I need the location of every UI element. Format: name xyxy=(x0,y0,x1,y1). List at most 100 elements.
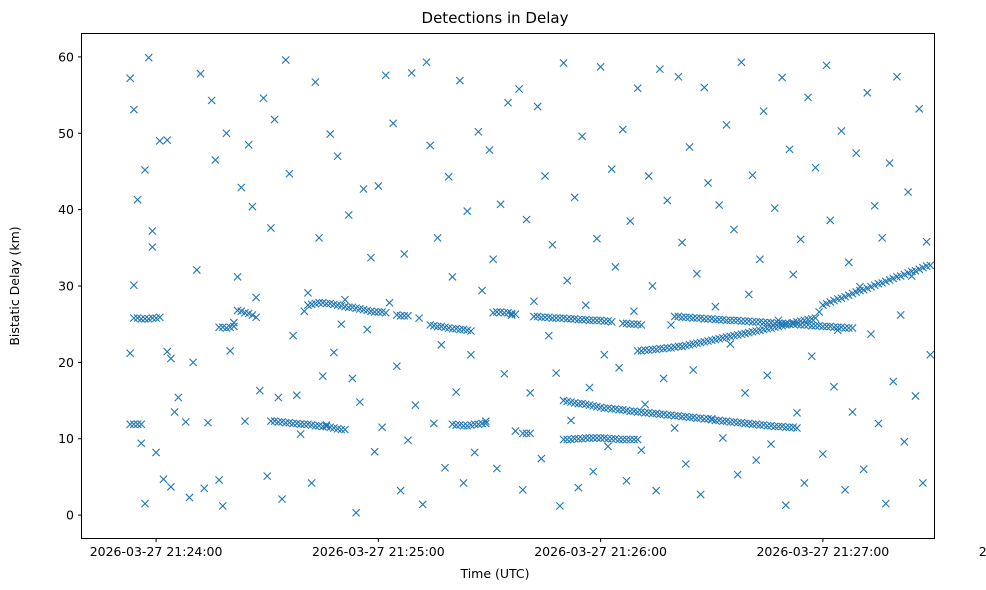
data-point-x-marker xyxy=(911,391,920,400)
data-point-x-marker xyxy=(678,313,687,322)
data-point-x-marker xyxy=(185,493,194,502)
data-point-x-marker xyxy=(374,181,383,190)
data-point-x-marker xyxy=(811,314,820,323)
data-point-x-marker xyxy=(589,433,598,442)
data-point-x-marker xyxy=(233,272,242,281)
data-point-x-marker xyxy=(841,324,850,332)
data-point-x-marker xyxy=(374,307,383,316)
data-point-x-marker xyxy=(315,233,324,242)
data-point-x-marker xyxy=(674,342,683,351)
data-point-x-marker xyxy=(685,143,694,152)
data-point-x-marker xyxy=(229,318,238,327)
data-point-x-marker xyxy=(555,314,564,323)
data-point-x-marker xyxy=(466,327,475,336)
data-point-x-marker xyxy=(678,412,687,421)
data-point-x-marker xyxy=(607,434,616,443)
data-point-x-marker xyxy=(692,414,701,423)
data-point-x-marker xyxy=(311,78,320,87)
data-point-x-marker xyxy=(478,286,487,295)
data-point-x-marker xyxy=(789,270,798,279)
data-point-x-marker xyxy=(626,407,635,416)
data-point-x-marker xyxy=(585,316,594,325)
data-point-x-marker xyxy=(200,484,209,493)
data-point-x-marker xyxy=(655,410,664,419)
data-point-x-marker xyxy=(748,171,757,180)
data-point-x-marker xyxy=(629,435,638,444)
data-point-x-marker xyxy=(711,302,720,311)
data-point-x-marker xyxy=(500,308,509,317)
data-point-x-marker xyxy=(266,223,275,232)
data-point-x-marker xyxy=(140,499,149,508)
y-tick-label: 50 xyxy=(58,126,74,141)
data-point-x-marker xyxy=(648,282,657,290)
data-point-x-marker xyxy=(274,417,283,426)
data-point-x-marker xyxy=(396,311,405,320)
data-point-x-marker xyxy=(592,234,601,243)
data-point-x-marker xyxy=(685,413,694,422)
data-point-x-marker xyxy=(926,350,935,359)
data-point-x-marker xyxy=(663,343,672,352)
data-point-x-marker xyxy=(159,475,168,484)
data-point-x-marker xyxy=(807,352,816,361)
data-point-x-marker xyxy=(381,308,390,317)
data-point-x-marker xyxy=(670,411,679,420)
data-point-x-marker xyxy=(548,314,557,323)
data-point-x-marker xyxy=(674,72,683,81)
data-point-x-marker xyxy=(804,93,813,102)
data-point-x-marker xyxy=(189,358,198,367)
data-point-x-marker xyxy=(689,314,698,323)
data-point-x-marker xyxy=(129,105,138,114)
data-point-x-marker xyxy=(678,238,687,247)
data-point-x-marker xyxy=(226,346,235,355)
data-point-x-marker xyxy=(433,233,442,242)
y-axis: 0 10 20 30 40 50 60 xyxy=(58,49,82,523)
data-point-x-marker xyxy=(155,313,164,322)
data-point-x-marker xyxy=(237,183,246,192)
data-point-x-marker xyxy=(522,429,531,438)
data-point-x-marker xyxy=(348,374,357,383)
data-point-x-marker xyxy=(578,315,587,324)
data-point-x-marker xyxy=(148,243,157,252)
data-point-x-marker xyxy=(270,115,279,124)
data-point-x-marker xyxy=(700,314,709,323)
data-point-x-marker xyxy=(541,313,550,322)
data-point-x-marker xyxy=(207,96,216,105)
data-point-x-marker xyxy=(696,490,705,499)
data-point-x-marker xyxy=(252,293,261,302)
data-point-x-marker xyxy=(637,320,646,329)
data-point-x-marker xyxy=(137,439,146,448)
data-point-x-marker xyxy=(844,258,853,267)
data-point-x-marker xyxy=(563,276,572,285)
data-point-x-marker xyxy=(278,495,287,504)
data-point-x-marker xyxy=(485,146,494,155)
data-point-x-marker xyxy=(844,324,853,332)
data-point-x-marker xyxy=(196,69,205,78)
data-point-x-marker xyxy=(252,313,261,322)
x-axis: 2026-03-27 21:24:00 2026-03-27 21:25:00 20… xyxy=(90,538,986,559)
data-point-x-marker xyxy=(711,315,720,324)
data-point-x-marker xyxy=(818,322,827,331)
data-point-x-marker xyxy=(829,382,838,391)
data-point-x-marker xyxy=(344,210,353,219)
data-point-x-marker xyxy=(481,417,490,426)
data-point-x-marker xyxy=(689,366,698,374)
data-point-x-marker xyxy=(166,482,175,491)
data-point-x-marker xyxy=(229,322,238,331)
data-point-x-marker xyxy=(596,433,605,442)
data-point-x-marker xyxy=(574,315,583,324)
data-point-x-marker xyxy=(463,207,472,216)
data-point-x-marker xyxy=(726,340,735,349)
data-point-x-marker xyxy=(452,388,461,397)
data-point-x-marker xyxy=(737,317,746,326)
data-point-x-marker xyxy=(126,349,135,358)
data-point-x-marker xyxy=(785,423,794,432)
plot-area xyxy=(81,33,935,539)
y-tick-label: 0 xyxy=(66,508,74,523)
data-point-x-marker xyxy=(563,314,572,323)
data-point-x-marker xyxy=(704,314,713,323)
y-tick-label: 60 xyxy=(58,49,74,64)
data-point-x-marker xyxy=(774,316,783,325)
data-point-x-marker xyxy=(211,156,220,164)
data-point-x-marker xyxy=(507,311,516,320)
data-point-x-marker xyxy=(133,420,142,429)
